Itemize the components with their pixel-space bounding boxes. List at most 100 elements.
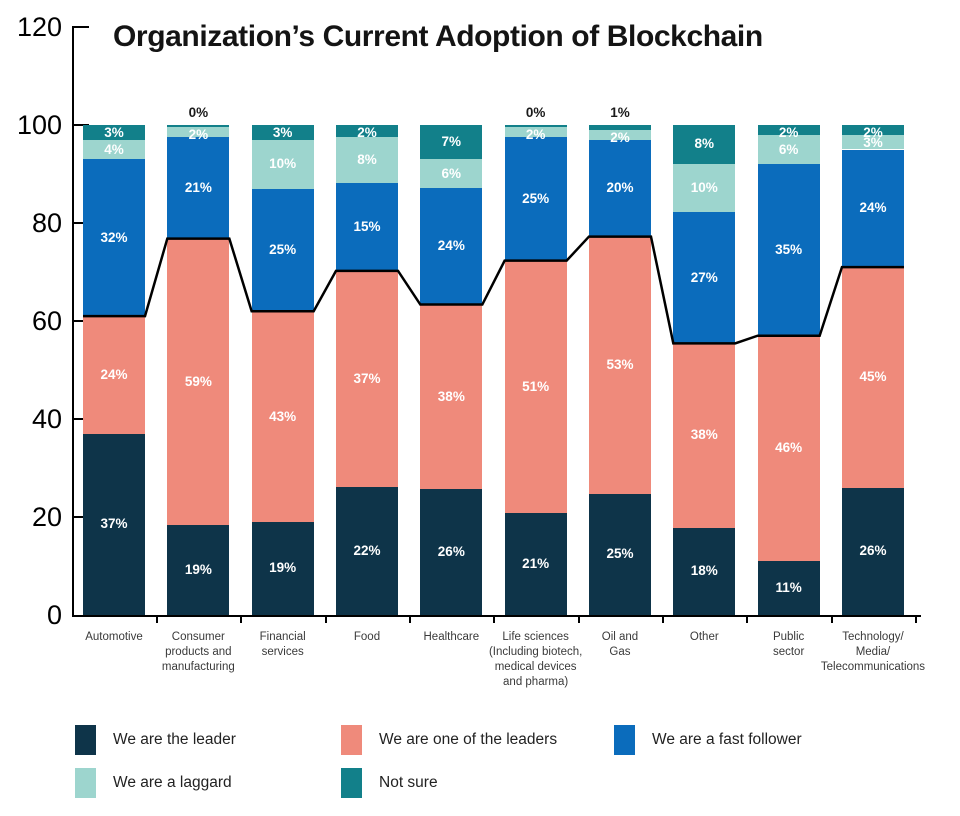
x-axis-category-label: Public sector [772,631,805,658]
y-axis-tick-label: 120 [16,12,62,42]
legend-item-we-are-a-laggard: We are a laggard [75,768,232,798]
x-axis-tick [493,615,496,623]
bar-other: 8% 10% 27% 38% 18% [673,125,736,615]
segment-we-are-the-leader [588,493,651,615]
segment-we-are-the-leader [757,561,820,615]
x-axis-tick [409,615,412,623]
segment-value-label: 37% [353,370,381,386]
segment-we-are-a-fast-follower [588,139,651,237]
segment-value-label: 18% [690,563,718,579]
bar-life-sciences: 2% 25% 51% 21% [504,125,567,615]
x-axis-tick [830,615,833,623]
segment-we-are-the-leader [251,521,314,615]
segment-value-label: 25% [606,546,634,562]
bar-oil-and: 2% 20% 53% 25% [588,125,651,615]
bar-food: 2% 8% 15% 37% 22% [335,125,398,615]
legend-item-we-are-the-leader: We are the leader [75,725,236,755]
segment-value-label: 25% [269,241,297,257]
segment-value-label: 3% [272,125,293,140]
segment-value-label: 38% [437,388,465,404]
segment-value-label: 2% [188,127,209,142]
x-axis-category-label: Food [353,631,381,643]
segment-we-are-the-leader [335,486,398,615]
segment-value-label: 21% [184,179,212,195]
segment-value-label: 2% [525,127,546,142]
y-axis-tick-label: 40 [31,404,62,434]
chart-title: Organization’s Current Adoption of Block… [113,20,763,53]
segment-value-label: 22% [353,542,381,558]
y-axis-tick [72,418,89,420]
x-axis-category-label: Other [689,631,719,643]
bar-consumer: 2% 21% 59% 19% [167,125,230,615]
segment-value-label: 10% [269,156,297,172]
segment-not-sure [841,125,904,135]
segment-value-label: 7% [441,133,462,149]
segment-not-sure [420,125,483,159]
legend-label: Not sure [379,774,438,791]
segment-we-are-a-laggard [673,163,736,213]
legend-label: We are a fast follower [652,731,802,748]
segment-we-are-one-of-the-leaders [251,311,314,522]
x-axis-category-label: Consumer products and manufacturing [161,631,235,673]
segment-not-sure [335,125,398,137]
segment-not-sure [251,125,314,140]
segment-we-are-the-leader [83,433,145,615]
segment-value-label: 6% [778,141,799,157]
segment-we-are-a-laggard [841,134,904,150]
segment-not-sure [673,125,736,164]
segment-we-are-the-leader [673,527,736,615]
segment-we-are-a-laggard [167,127,230,137]
segment-value-label: 3% [863,134,883,150]
legend-item-we-are-one-of-the-leaders: We are one of the leaders [341,725,557,755]
segment-value-label: 11% [775,580,802,596]
bar-public: 2% 6% 35% 46% 11% [757,125,820,615]
x-axis-tick [324,615,327,623]
segment-we-are-one-of-the-leaders [673,343,736,528]
segment-value-label: 2% [863,125,883,140]
segment-not-sure [83,125,145,140]
legend-label: We are the leader [113,731,236,748]
segment-we-are-a-laggard [251,139,314,189]
segment-we-are-a-laggard [588,129,651,140]
segment-we-are-the-leader [420,488,483,615]
segment-value-label: 20% [606,180,634,196]
x-axis-category-label: Healthcare [423,631,480,643]
bar-automotive: 3% 4% 32% 24% 37% [83,125,145,615]
legend-swatch [341,768,362,798]
segment-value-label: 3% [104,125,124,140]
x-axis-tick [240,615,243,623]
segment-value-label: 2% [778,125,799,140]
segment-value-label: 51% [522,378,550,394]
legend-item-not-sure: Not sure [341,768,438,798]
legend-label: We are a laggard [113,774,232,791]
segment-we-are-a-laggard [420,158,483,189]
above-bar-value-label: 1% [610,105,630,120]
y-axis-tick-label: 80 [31,208,62,238]
x-axis-tick [577,615,580,623]
legend-item-we-are-a-fast-follower: We are a fast follower [614,725,802,755]
segment-value-label: 24% [100,366,128,382]
legend-swatch [75,768,96,798]
above-bar-value-label: 0% [188,105,209,120]
x-axis-category-label: Life sciences (Including biotech, medica… [488,631,583,688]
x-axis-category-label: Financial services [259,631,306,658]
legend-label: We are one of the leaders [379,731,558,748]
segment-value-label: 43% [269,408,297,424]
segment-value-label: 8% [694,136,715,152]
segment-value-label: 37% [100,516,128,532]
segment-value-label: 45% [859,369,887,385]
y-axis-tick [72,222,89,224]
y-axis-line [72,27,74,617]
y-axis-tick [72,26,89,28]
y-axis-tick-label: 20 [31,502,62,532]
y-axis-tick [72,516,89,518]
y-axis-tick [72,320,89,322]
segment-value-label: 2% [357,125,377,140]
segment-value-label: 6% [441,165,462,181]
legend-swatch [75,725,96,755]
segment-we-are-a-laggard [83,139,145,160]
y-axis-tick-label: 100 [16,110,62,140]
x-axis-line [72,615,921,617]
segment-value-label: 19% [184,561,212,577]
legend-swatch [341,725,362,755]
